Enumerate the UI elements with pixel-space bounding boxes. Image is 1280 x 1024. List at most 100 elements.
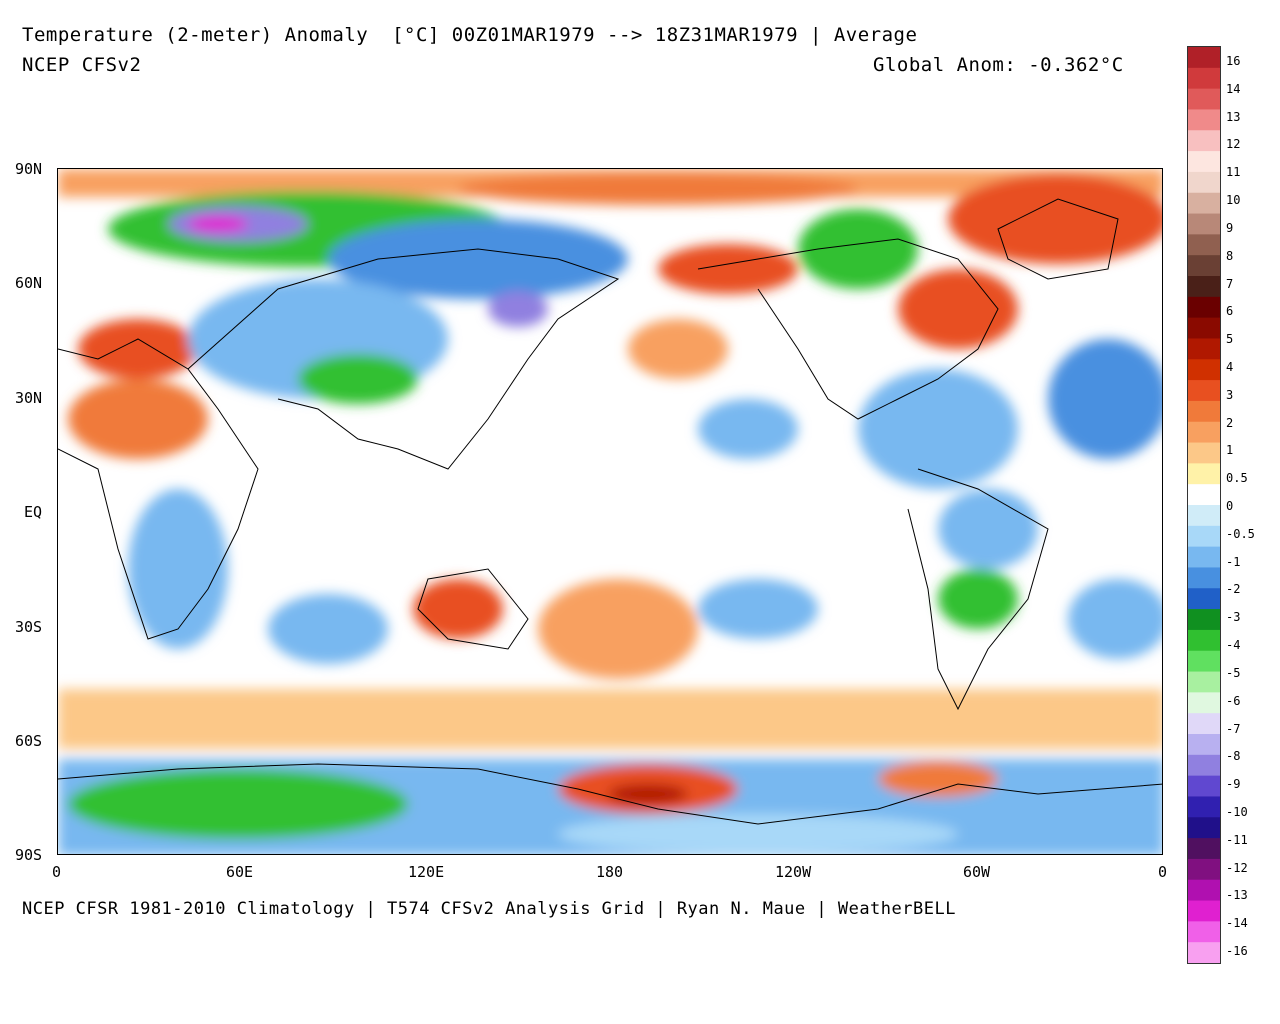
legend-swatch <box>1188 858 1220 881</box>
legend-swatch <box>1188 588 1220 610</box>
legend-label: -10 <box>1226 804 1248 819</box>
legend-swatch <box>1188 109 1220 131</box>
legend-label: -0.5 <box>1226 526 1255 541</box>
legend-label: -5 <box>1226 665 1241 680</box>
lon-label-120e: 120E <box>408 863 445 881</box>
lat-label-90s: 90S <box>15 846 43 864</box>
lon-label-60e: 60E <box>226 863 254 881</box>
coastlines-outline <box>58 198 1162 825</box>
legend-label: 3 <box>1226 387 1234 402</box>
legend-label: -12 <box>1226 860 1248 875</box>
legend-label: 11 <box>1226 165 1241 180</box>
legend-label: 4 <box>1226 359 1234 374</box>
legend-swatch <box>1188 921 1220 943</box>
legend-label: -13 <box>1226 888 1248 903</box>
legend-swatch <box>1188 296 1220 319</box>
legend-swatch <box>1188 629 1220 652</box>
legend-label: -3 <box>1226 610 1241 625</box>
lon-label-60w: 60W <box>963 863 991 881</box>
legend-label: -7 <box>1226 721 1241 736</box>
lon-label-120w: 120W <box>775 863 812 881</box>
legend-swatch <box>1188 67 1220 90</box>
legend-bar <box>1188 47 1220 964</box>
lat-label-eq: EQ <box>24 503 43 521</box>
legend-label: 0.5 <box>1226 471 1248 486</box>
legend-swatch <box>1188 817 1220 839</box>
legend-swatch <box>1188 692 1220 714</box>
legend-swatch <box>1188 775 1220 797</box>
legend-swatch <box>1188 380 1220 402</box>
legend-swatch <box>1188 338 1220 360</box>
legend-label: 6 <box>1226 304 1234 319</box>
model-name: NCEP CFSv2 <box>22 54 142 76</box>
legend-swatch <box>1188 130 1220 152</box>
legend-label: 12 <box>1226 137 1241 152</box>
legend-swatch <box>1188 192 1220 215</box>
legend-label: -9 <box>1226 777 1241 792</box>
legend-label: 13 <box>1226 109 1241 124</box>
legend-swatch <box>1188 421 1220 444</box>
legend-label: 2 <box>1226 415 1234 430</box>
lat-label-30s: 30S <box>15 618 43 636</box>
legend-label: -8 <box>1226 749 1241 764</box>
legend-swatch <box>1188 838 1220 860</box>
legend-swatch <box>1188 484 1220 506</box>
footer-credits: NCEP CFSR 1981-2010 Climatology | T574 C… <box>22 899 956 919</box>
legend-swatch <box>1188 734 1220 756</box>
legend-label: -11 <box>1226 832 1248 847</box>
legend-swatch <box>1188 400 1220 423</box>
legend-swatch <box>1188 713 1220 735</box>
global-anomaly: Global Anom: -0.362°C <box>873 54 1124 76</box>
lat-label-30n: 30N <box>15 389 43 407</box>
legend-label: 5 <box>1226 332 1234 347</box>
legend-swatch <box>1188 151 1220 173</box>
color-legend <box>1187 46 1221 964</box>
legend-swatch <box>1188 171 1220 194</box>
legend-label: -16 <box>1226 944 1248 958</box>
legend-swatch <box>1188 317 1220 339</box>
legend-swatch <box>1188 234 1220 256</box>
legend-swatch <box>1188 88 1220 110</box>
legend-label: 8 <box>1226 248 1234 263</box>
lat-label-60s: 60S <box>15 732 43 750</box>
lon-label-0-east: 0 <box>1158 863 1168 881</box>
legend-swatch <box>1188 276 1220 298</box>
legend-swatch <box>1188 546 1220 568</box>
legend-label: 9 <box>1226 220 1234 235</box>
legend-label: 0 <box>1226 499 1234 513</box>
legend-swatch <box>1188 47 1220 69</box>
legend-label: 10 <box>1226 193 1241 208</box>
legend-label: -1 <box>1226 554 1241 569</box>
lon-label-180: 180 <box>596 863 624 881</box>
legend-label: -2 <box>1226 582 1241 597</box>
legend-swatch <box>1188 442 1220 464</box>
legend-label: -14 <box>1226 916 1248 931</box>
legend-swatch <box>1188 567 1220 589</box>
legend-swatch <box>1188 650 1220 673</box>
legend-swatch <box>1188 879 1220 902</box>
legend-swatch <box>1188 942 1220 964</box>
legend-swatch <box>1188 796 1220 818</box>
lat-label-60n: 60N <box>15 274 43 292</box>
legend-swatch <box>1188 463 1220 485</box>
legend-label: -4 <box>1226 638 1241 653</box>
legend-swatch <box>1188 754 1220 777</box>
legend-label: 1 <box>1226 443 1234 458</box>
legend-swatch <box>1188 525 1220 548</box>
legend-swatch <box>1188 671 1220 693</box>
lon-label-0: 0 <box>52 863 62 881</box>
legend-label: 14 <box>1226 81 1241 96</box>
anomaly-field <box>58 169 1162 854</box>
legend-swatch <box>1188 255 1220 277</box>
legend-label: 16 <box>1226 54 1241 68</box>
legend-swatch <box>1188 359 1220 381</box>
legend-swatch <box>1188 609 1220 631</box>
anomaly-map <box>57 168 1163 855</box>
legend-label: -6 <box>1226 693 1241 708</box>
legend-swatch <box>1188 900 1220 922</box>
lat-label-90n: 90N <box>15 160 43 178</box>
legend-swatch <box>1188 213 1220 235</box>
legend-label: 7 <box>1226 276 1234 291</box>
chart-title: Temperature (2-meter) Anomaly [°C] 00Z01… <box>22 24 918 46</box>
legend-swatch <box>1188 505 1220 527</box>
